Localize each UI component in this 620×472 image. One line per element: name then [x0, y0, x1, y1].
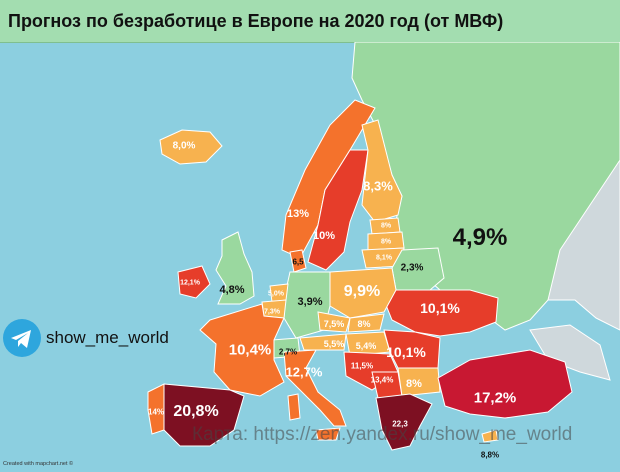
europe-map [147, 42, 620, 451]
country-kazakhstan [547, 159, 620, 331]
label-estonia: 8% [380, 222, 392, 230]
label-hungary: 5,4% [355, 341, 377, 351]
label-italy: 12,7% [285, 364, 323, 380]
label-bulgaria: 8% [406, 378, 422, 390]
title-bar: Прогноз по безработице в Европе на 2020 … [0, 0, 620, 43]
label-ireland: 12,1% [180, 279, 200, 287]
country-portugal [147, 383, 165, 435]
label-france: 10,4% [228, 341, 272, 359]
country-france [199, 303, 285, 397]
watermark: Карта: https://zen.yandex.ru/show_me_wor… [192, 424, 573, 445]
country-austria [299, 333, 347, 351]
label-belarus: 2,3% [400, 262, 424, 274]
telegram-promo[interactable]: show_me_world [2, 318, 169, 358]
label-germany: 3,9% [297, 296, 323, 308]
label-turkey: 17,2% [473, 389, 517, 407]
label-sweden: 10% [312, 230, 336, 242]
label-czechia: 7,5% [323, 319, 345, 329]
label-ukraine: 10,1% [420, 300, 460, 316]
label-uk: 4,8% [219, 284, 245, 296]
country-uk [215, 231, 255, 305]
country-italy [283, 349, 347, 427]
label-belgium: 7,3% [264, 308, 280, 316]
map-title: Прогноз по безработице в Европе на 2020 … [8, 10, 504, 31]
country-denmark [289, 249, 307, 273]
label-switzerland: 2,7% [278, 347, 298, 357]
label-austria: 5,5% [323, 339, 345, 349]
country-cyprus [481, 429, 499, 443]
label-finland: 8,3% [363, 178, 393, 194]
label-latvia: 8% [380, 238, 392, 246]
label-iceland: 8,0% [172, 140, 196, 152]
label-cyprus: 8,8% [480, 450, 500, 460]
label-poland: 9,9% [343, 283, 381, 300]
telegram-icon [3, 319, 41, 357]
country-slovakia [347, 313, 385, 333]
label-romania: 10,1% [386, 344, 426, 360]
country-iceland [159, 129, 223, 165]
country-bulgaria [397, 367, 441, 397]
label-denmark: 6,5 [292, 257, 304, 267]
country-italy-sicily [315, 427, 341, 441]
label-portugal: 14% [147, 407, 165, 417]
country-ireland [177, 265, 211, 299]
label-greece: 22,3 [392, 419, 408, 429]
country-czechia [317, 311, 351, 333]
label-netherlands: 5,0% [268, 290, 284, 298]
label-serbia: 11,5% [350, 361, 374, 371]
label-spain: 20,8% [173, 403, 219, 420]
country-sweden [307, 149, 369, 271]
country-italy-sardinia [287, 393, 301, 421]
mapchart-credit: Created with mapchart.net © [3, 461, 74, 467]
label-slovakia: 8% [357, 319, 371, 329]
telegram-handle: show_me_world [46, 328, 169, 347]
label-lithuania: 8,1% [376, 254, 392, 262]
label-russia: 4,9% [452, 224, 508, 251]
country-ukraine [383, 289, 499, 337]
label-norway: 13% [286, 208, 310, 220]
country-greece [375, 393, 433, 451]
label-north-macedonia: 13,4% [370, 375, 394, 385]
country-turkey [437, 349, 573, 419]
country-spain [163, 383, 245, 447]
